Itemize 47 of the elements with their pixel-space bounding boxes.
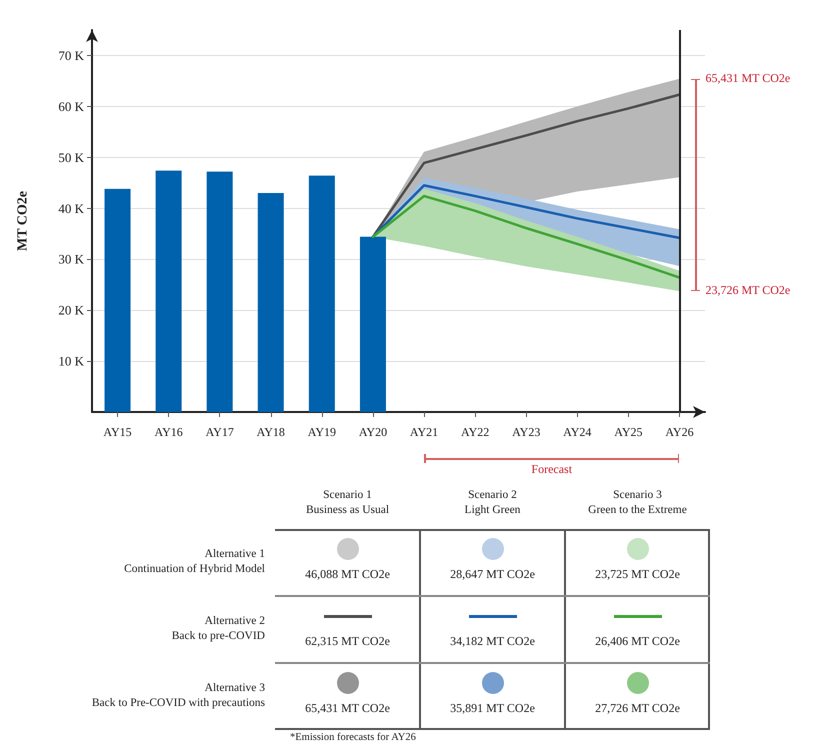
x-tick-label: AY16 <box>154 425 183 439</box>
x-tick-label: AY19 <box>308 425 336 439</box>
x-tick-label: AY22 <box>461 425 490 439</box>
line-series <box>372 184 681 240</box>
y-tick-label: 40 K <box>58 200 85 216</box>
y-tick-label: 30 K <box>58 252 85 267</box>
y-tick-label: 60 K <box>58 98 85 114</box>
text: 23,725 MT CO2e <box>594 567 681 582</box>
bar <box>206 172 233 412</box>
bar <box>308 176 335 412</box>
x-tick-label: AY24 <box>563 425 592 439</box>
bar <box>156 170 182 412</box>
text: Alternative 2 Back to pre-COVID <box>170 614 265 644</box>
x-tick-label: AY17 <box>206 425 234 439</box>
text: Scenario 2 Light Green <box>464 488 522 518</box>
x-tick-label: AY23 <box>512 425 540 439</box>
x-tick-label: AY15 <box>103 425 132 439</box>
text: 46,088 MT CO2e <box>304 567 391 582</box>
text: 26,406 MT CO2e <box>594 634 681 649</box>
text: 35,891 MT CO2e <box>449 701 536 716</box>
x-tick-label: AY18 <box>256 425 285 439</box>
text: Forecast <box>530 462 574 477</box>
x-tick-label: AY25 <box>614 425 642 439</box>
x-tick-label: AY20 <box>358 425 388 439</box>
text: 34,182 MT CO2e <box>449 634 536 649</box>
y-axis-title: MT CO2e <box>16 190 30 252</box>
text: Scenario 1 Business as Usual <box>304 488 390 518</box>
y-tick-label: 20 K <box>58 302 85 318</box>
y-tick-label: 70 K <box>58 48 85 63</box>
text: 65,431 MT CO2e <box>304 701 391 716</box>
y-tick-label: 10 K <box>58 354 85 369</box>
annotation: 65,431 MT CO2e <box>705 70 790 86</box>
text: 27,726 MT CO2e <box>594 701 681 716</box>
x-tick-label: AY26 <box>665 425 694 439</box>
text: 28,647 MT CO2e <box>449 567 536 582</box>
bar <box>258 192 284 412</box>
text: *Emission forecasts for AY26 <box>290 732 416 743</box>
y-tick-label: 50 K <box>58 150 85 165</box>
annotation: 23,726 MT CO2e <box>705 283 790 298</box>
text: Scenario 3 Green to the Extreme <box>587 488 688 518</box>
line-series <box>372 194 681 279</box>
text: 62,315 MT CO2e <box>304 634 391 649</box>
bar <box>104 188 131 412</box>
bar <box>360 236 386 412</box>
text: Alternative 3 Back to Pre-COVID with precautions <box>90 681 265 711</box>
text: Alternative 1 Continuation of Hybrid Model <box>123 547 265 577</box>
x-tick-label: AY21 <box>410 425 438 439</box>
